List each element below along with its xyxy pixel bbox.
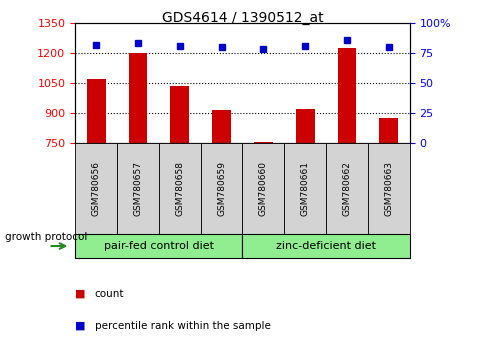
Text: GSM780658: GSM780658 <box>175 161 184 216</box>
Text: zinc-deficient diet: zinc-deficient diet <box>275 241 376 251</box>
Text: GSM780660: GSM780660 <box>258 161 267 216</box>
Text: GSM780657: GSM780657 <box>133 161 142 216</box>
Bar <box>325 143 367 234</box>
Bar <box>242 143 284 234</box>
Bar <box>284 143 325 234</box>
Text: GDS4614 / 1390512_at: GDS4614 / 1390512_at <box>161 11 323 25</box>
Text: count: count <box>94 289 124 299</box>
Bar <box>200 143 242 234</box>
Bar <box>367 143 409 234</box>
Bar <box>295 109 314 143</box>
Text: percentile rank within the sample: percentile rank within the sample <box>94 321 270 331</box>
Bar <box>117 143 158 234</box>
Bar <box>87 79 106 143</box>
Text: GSM780656: GSM780656 <box>91 161 100 216</box>
Bar <box>75 143 117 234</box>
Bar <box>337 48 356 143</box>
Bar <box>378 118 397 143</box>
Bar <box>75 234 242 258</box>
Bar <box>170 86 189 143</box>
Text: pair-fed control diet: pair-fed control diet <box>104 241 213 251</box>
Bar <box>158 143 200 234</box>
Bar <box>212 110 230 143</box>
Text: growth protocol: growth protocol <box>5 233 87 242</box>
Bar <box>128 53 147 143</box>
Text: ■: ■ <box>75 321 86 331</box>
Bar <box>254 142 272 143</box>
Text: GSM780663: GSM780663 <box>384 161 393 216</box>
Text: GSM780659: GSM780659 <box>217 161 226 216</box>
Bar <box>242 234 409 258</box>
Text: ■: ■ <box>75 289 86 299</box>
Text: GSM780662: GSM780662 <box>342 161 351 216</box>
Text: GSM780661: GSM780661 <box>300 161 309 216</box>
